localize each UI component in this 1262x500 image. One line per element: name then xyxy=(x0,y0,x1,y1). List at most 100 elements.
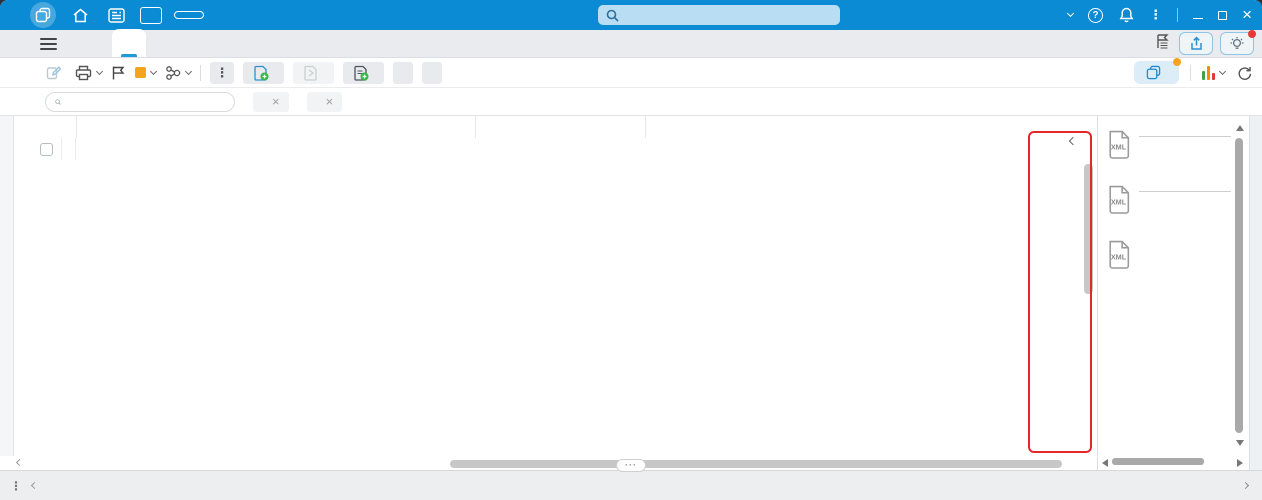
chevron-down-icon xyxy=(184,67,193,75)
global-search-input[interactable] xyxy=(625,7,832,23)
workspaces-icon[interactable] xyxy=(30,2,56,28)
whats-new-button[interactable] xyxy=(1220,30,1256,55)
share-icon xyxy=(1190,36,1202,50)
edit-icon xyxy=(46,66,61,80)
content-area: XML XML xyxy=(0,116,1262,472)
tab-dokumenty-przychodzace[interactable] xyxy=(112,29,146,57)
parent-expressions-button[interactable] xyxy=(422,61,442,84)
more-options-icon xyxy=(216,65,229,81)
divider xyxy=(1139,136,1231,137)
home-icon[interactable] xyxy=(68,3,92,27)
send-to-erp-button[interactable] xyxy=(293,61,334,84)
company-selector[interactable] xyxy=(1060,9,1075,18)
tree-view-icon[interactable] xyxy=(1154,32,1172,55)
issuer-search[interactable] xyxy=(45,91,235,112)
flag-icon xyxy=(112,66,125,79)
xml-file-icon: XML xyxy=(1106,185,1131,219)
documents-grid xyxy=(32,116,1062,160)
scroll-tabs-right-icon[interactable] xyxy=(1241,481,1250,490)
group-header-spacer xyxy=(32,116,76,138)
svg-text:XML: XML xyxy=(1111,198,1127,207)
divider xyxy=(200,64,201,81)
attachments-list: XML XML xyxy=(1098,116,1232,454)
document-plus-icon xyxy=(254,65,269,81)
grid-column-header-row xyxy=(32,138,1062,160)
panel-horizontal-scrollbar[interactable] xyxy=(1112,458,1204,465)
document-plus-icon xyxy=(354,65,369,81)
scroll-left-icon[interactable] xyxy=(15,458,24,467)
new-document-button[interactable] xyxy=(243,61,284,84)
maximize-button[interactable] xyxy=(1218,10,1228,20)
open-in-html-button[interactable] xyxy=(174,11,204,19)
search-icon xyxy=(606,9,619,22)
chevron-down-icon xyxy=(1218,67,1227,75)
send-icon xyxy=(304,65,317,81)
chevron-down-icon xyxy=(1067,9,1075,18)
svg-text:XML: XML xyxy=(1111,143,1127,152)
notification-dot xyxy=(1248,30,1256,38)
scroll-down-icon[interactable] xyxy=(1236,440,1244,446)
left-gutter xyxy=(0,116,14,456)
more-options-icon[interactable] xyxy=(10,479,22,493)
issuer-search-input[interactable] xyxy=(66,93,225,110)
filter-bar xyxy=(0,88,1262,116)
refresh-icon xyxy=(1238,66,1252,80)
toolbar xyxy=(0,58,1262,88)
edit-button[interactable] xyxy=(46,65,66,80)
more-options-icon[interactable] xyxy=(1149,7,1162,23)
scroll-left-icon[interactable] xyxy=(1102,459,1108,467)
help-icon[interactable] xyxy=(1088,7,1104,23)
attachment-item[interactable]: XML xyxy=(1106,184,1232,219)
key-expressions-button[interactable] xyxy=(393,61,413,84)
select-all-cell[interactable] xyxy=(32,138,62,160)
relations-icon xyxy=(166,65,181,80)
chevron-down-icon xyxy=(149,67,158,75)
splitter-handle[interactable] xyxy=(616,459,646,472)
svg-text:XML: XML xyxy=(1111,253,1127,262)
row-indicator-column xyxy=(62,138,76,160)
print-button[interactable] xyxy=(75,65,104,81)
group-header-status xyxy=(475,116,645,138)
news-icon[interactable] xyxy=(104,3,128,27)
panel-right-gutter xyxy=(1249,116,1262,470)
remove-filter-icon[interactable] xyxy=(326,94,334,109)
minimize-button[interactable] xyxy=(1193,17,1204,19)
layers-icon xyxy=(1146,65,1160,80)
lightbulb-icon xyxy=(1230,36,1244,49)
grid-horizontal-scrollbar[interactable] xyxy=(450,460,1062,468)
close-button[interactable] xyxy=(1242,8,1252,22)
bc-icon[interactable] xyxy=(140,6,162,24)
printer-icon xyxy=(75,65,92,80)
global-search[interactable] xyxy=(598,5,840,25)
scroll-up-icon[interactable] xyxy=(1236,125,1244,131)
toolbar-more-button[interactable] xyxy=(210,61,234,84)
title-bar xyxy=(0,0,1262,30)
refresh-button[interactable] xyxy=(1236,65,1252,81)
panel-vertical-scrollbar[interactable] xyxy=(1235,138,1243,433)
filter-chip-status-importu[interactable] xyxy=(253,91,289,112)
search-icon xyxy=(55,98,61,105)
collapse-panel-icon[interactable] xyxy=(1068,136,1078,146)
chevron-down-icon xyxy=(95,67,104,75)
attachment-item[interactable]: XML xyxy=(1106,239,1232,274)
notifications-bell-icon[interactable] xyxy=(1118,3,1134,27)
remove-filter-icon[interactable] xyxy=(272,94,280,109)
menu-hamburger-icon[interactable] xyxy=(40,38,57,53)
add-contractor-button[interactable] xyxy=(343,61,384,84)
bottom-tab-bar xyxy=(0,470,1262,500)
group-header-propozycja xyxy=(645,116,1062,138)
divider xyxy=(1177,8,1179,22)
status-konwersji-button[interactable] xyxy=(111,65,158,81)
attachment-item[interactable]: XML xyxy=(1106,129,1232,164)
scroll-right-icon[interactable] xyxy=(1237,459,1243,467)
select-all-checkbox[interactable] xyxy=(40,142,53,156)
chart-button[interactable] xyxy=(1201,65,1227,80)
scroll-tabs-left-icon[interactable] xyxy=(30,481,39,490)
main-view-button[interactable] xyxy=(1133,58,1181,84)
active-tab-underline xyxy=(121,54,137,57)
filter-chip-status-konwersji[interactable] xyxy=(306,91,343,112)
grid-vertical-scrollbar[interactable] xyxy=(1084,164,1093,294)
share-export-button[interactable] xyxy=(1179,32,1213,55)
relations-button[interactable] xyxy=(165,65,193,81)
status-color-swatch xyxy=(135,67,146,78)
